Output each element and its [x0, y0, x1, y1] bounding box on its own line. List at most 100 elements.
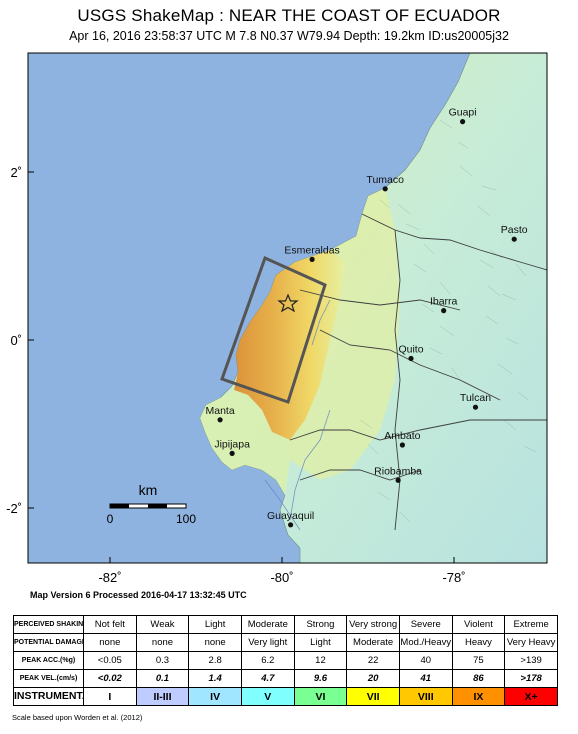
- legend-cell-intensity: II-III: [135, 687, 190, 706]
- legend-cell-vel: 4.7: [240, 669, 295, 688]
- city-dot: [217, 417, 223, 423]
- city-label: Riobamba: [374, 465, 422, 477]
- map-version: Map Version 6 Processed 2016-04-17 13:32…: [30, 590, 247, 600]
- city-label: Guapi: [449, 107, 477, 119]
- city-dot: [288, 522, 294, 528]
- legend-cell-acc: 0.3: [135, 651, 190, 670]
- scale-start: 0: [107, 512, 114, 526]
- legend-cell-shaking: Not felt: [83, 615, 137, 634]
- legend-row-intensity: INSTRUMENTAL INTENSITYIII-IIIIVVVIVIIVII…: [13, 687, 558, 706]
- terrain-relief: [359, 119, 537, 523]
- legend-cell-shaking: Strong: [293, 615, 348, 634]
- city-dot: [472, 404, 479, 410]
- legend-row-shaking: PERCEIVED SHAKING Not felt Weak Light Modera…: [13, 615, 558, 634]
- city-dot: [382, 186, 388, 192]
- graticule: 2˚ 0˚ -2˚ -82˚ -80˚ -78˚: [6, 165, 465, 585]
- legend-cell-vel: 1.4: [188, 669, 242, 688]
- legend-cell-vel: 9.6: [293, 669, 348, 688]
- intensity-legend: PERCEIVED SHAKING Not felt Weak Light Modera…: [13, 615, 558, 706]
- legend-cell-vel: <0.02: [83, 669, 137, 688]
- city-dot: [408, 355, 414, 362]
- legend-cell-intensity: IV: [188, 687, 242, 706]
- legend-row-acc: PEAK ACC.(%g) <0.05 0.3 2.8 6.2 12 22 40 75 >139: [13, 651, 558, 670]
- map-title: USGS ShakeMap : NEAR THE COAST OF ECUADO…: [77, 6, 501, 25]
- scale-note: Scale based upon Worden et al. (2012): [12, 713, 143, 722]
- legend-cell-acc: 6.2: [240, 651, 295, 670]
- legend-cell-damage: Heavy: [451, 633, 506, 652]
- legend-cell-shaking: Extreme: [504, 615, 558, 634]
- legend-cell-shaking: Very strong: [346, 615, 400, 634]
- legend-cell-acc: 2.8: [188, 651, 242, 670]
- legend-cell-acc: 75: [451, 651, 506, 670]
- scale-unit: km: [139, 482, 158, 498]
- row-head-shaking: PERCEIVED SHAKING: [13, 615, 84, 634]
- lat-tick-label: 0˚: [10, 333, 22, 348]
- legend-cell-shaking: Moderate: [240, 615, 295, 634]
- legend-cell-shaking: Weak: [135, 615, 190, 634]
- city-dot: [309, 256, 315, 262]
- legend-cell-acc: 22: [346, 651, 400, 670]
- legend-cell-shaking: Violent: [451, 615, 506, 634]
- legend-cell-acc: <0.05: [83, 651, 137, 670]
- legend-cell-vel: 86: [451, 669, 506, 688]
- legend-row-damage: POTENTIAL DAMAGE none none none Very light Li…: [13, 633, 558, 652]
- city-dot: [229, 450, 235, 456]
- city-dot: [399, 442, 405, 448]
- city-label: Tumaco: [366, 174, 404, 186]
- legend-cell-damage: Moderate: [346, 633, 400, 652]
- legend-row-vel: PEAK VEL.(cm/s) <0.02 0.1 1.4 4.7 9.6 20 41 86 >1…: [13, 669, 558, 688]
- epicenter-star: [277, 293, 299, 313]
- lat-tick-label: 2˚: [10, 165, 22, 180]
- shakemap: 2˚ 0˚ -2˚ -82˚ -80˚ -78˚ Tumaco Pasto Esmeralda…: [6, 52, 548, 585]
- legend-cell-vel: >178: [504, 669, 558, 688]
- coastal-lowland: [200, 390, 290, 495]
- row-head-intensity: INSTRUMENTAL INTENSITY: [13, 687, 84, 706]
- city-dot: [511, 236, 517, 242]
- legend-cell-shaking: Light: [188, 615, 242, 634]
- lat-tick-label: -2˚: [6, 501, 22, 516]
- legend-cell-vel: 20: [346, 669, 400, 688]
- lon-tick-label: -78˚: [442, 570, 465, 585]
- legend-cell-damage: none: [188, 633, 242, 652]
- row-head-damage: POTENTIAL DAMAGE: [13, 633, 84, 652]
- moderate-zone: [290, 188, 400, 480]
- city-label: Ambato: [384, 430, 420, 442]
- lon-tick-label: -80˚: [270, 570, 293, 585]
- fault-rupture-outline: [220, 255, 327, 404]
- legend-cell-intensity: I: [83, 687, 137, 706]
- legend-cell-acc: 12: [293, 651, 348, 670]
- legend-cell-damage: Light: [293, 633, 348, 652]
- legend-cell-acc: >139: [504, 651, 558, 670]
- lon-tick-label: -82˚: [98, 570, 121, 585]
- legend-cell-intensity: V: [240, 687, 295, 706]
- city-label: Manta: [205, 405, 234, 417]
- row-head-vel: PEAK VEL.(cm/s): [13, 669, 84, 688]
- city-label: Esmeraldas: [284, 244, 339, 256]
- legend-cell-damage: none: [135, 633, 190, 652]
- city-label: Tulcan: [460, 392, 491, 404]
- city-dot: [395, 477, 401, 483]
- legend-cell-vel: 0.1: [135, 669, 190, 688]
- legend-cell-damage: none: [83, 633, 137, 652]
- legend-cell-intensity: VII: [346, 687, 400, 706]
- row-head-acc: PEAK ACC.(%g): [13, 651, 84, 670]
- city-label: Guayaquil: [267, 510, 314, 522]
- legend-cell-shaking: Severe: [398, 615, 453, 634]
- city-markers: Tumaco Pasto Esmeraldas Ibarra Quito Manta Tul…: [205, 107, 528, 528]
- legend-cell-damage: Very Heavy: [504, 633, 558, 652]
- legend-cell-damage: Very light: [240, 633, 295, 652]
- legend-cell-intensity: VIII: [398, 687, 453, 706]
- city-label: Jipijapa: [214, 438, 250, 450]
- city-label: Ibarra: [430, 296, 458, 308]
- event-details: Apr 16, 2016 23:58:37 UTC M 7.8 N0.37 W7…: [69, 29, 509, 43]
- scale-bar: km 0 100: [107, 482, 197, 526]
- map-frame: [27, 52, 548, 564]
- legend-cell-acc: 40: [398, 651, 453, 670]
- city-label: Pasto: [501, 224, 528, 236]
- legend-cell-damage: Mod./Heavy: [398, 633, 453, 652]
- scale-end: 100: [176, 512, 196, 526]
- legend-cell-intensity: VI: [293, 687, 348, 706]
- legend-cell-vel: 41: [398, 669, 453, 688]
- city-label: Quito: [398, 343, 423, 355]
- city-dot: [441, 308, 447, 314]
